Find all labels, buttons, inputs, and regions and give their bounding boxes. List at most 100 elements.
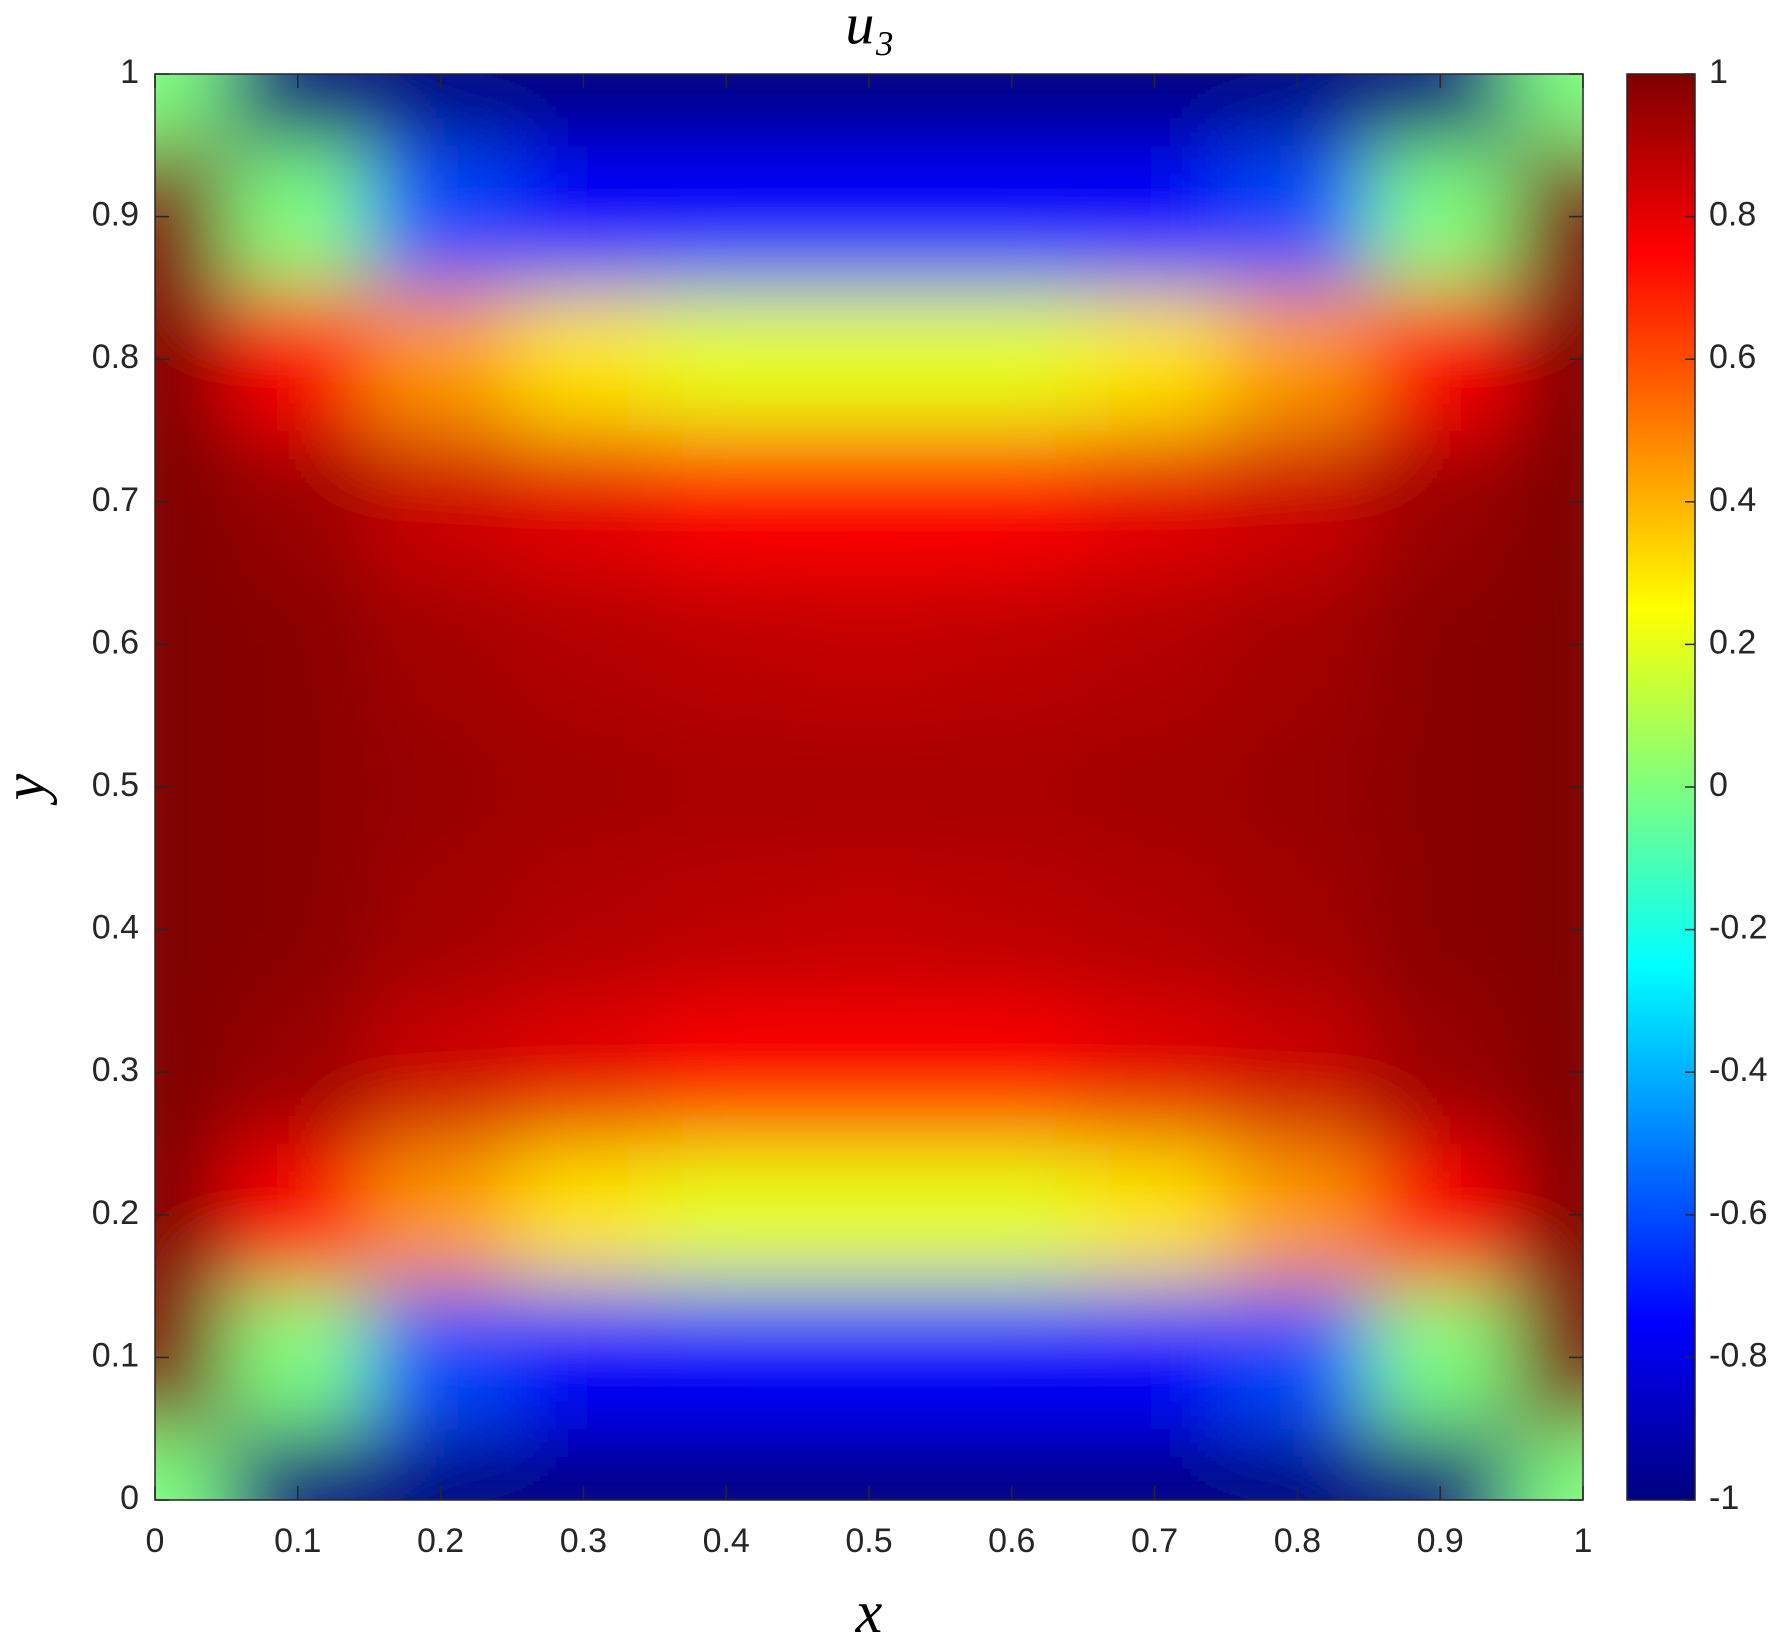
heatmap-cells xyxy=(155,74,1583,1500)
y-tick-label: 0.9 xyxy=(92,196,139,234)
heatmap-cell xyxy=(1226,145,1370,289)
y-tick-label: 0.8 xyxy=(92,338,139,376)
colorbar-tick-label: -1 xyxy=(1709,1479,1739,1517)
heatmap-cell xyxy=(369,858,513,1002)
plot-area xyxy=(155,74,1583,1500)
y-tick-label: 0.6 xyxy=(92,623,139,661)
colorbar-tick-label: -0.8 xyxy=(1709,1336,1768,1374)
heatmap-cell xyxy=(226,858,370,1002)
heatmap-cell xyxy=(797,1000,941,1144)
heatmap-cell xyxy=(1226,573,1370,717)
heatmap-cell xyxy=(226,715,370,859)
heatmap-cell xyxy=(1083,715,1227,859)
heatmap-cell xyxy=(369,1286,513,1430)
heatmap-cell xyxy=(1368,858,1513,1002)
heatmap-cell xyxy=(940,1143,1084,1287)
heatmap-cell xyxy=(797,715,941,859)
heatmap-cell xyxy=(226,430,370,574)
heatmap-cell xyxy=(1226,287,1370,431)
heatmap-cell xyxy=(940,1286,1084,1430)
colorbar-tick-label: -0.6 xyxy=(1709,1194,1768,1232)
heatmap-cell xyxy=(1226,858,1370,1002)
heatmap-cell xyxy=(512,573,656,717)
heatmap-cell xyxy=(1226,1000,1370,1144)
heatmap-cell xyxy=(797,430,941,574)
heatmap-cell xyxy=(1511,1428,1583,1500)
heatmap-cell xyxy=(1368,573,1513,717)
heatmap-cell xyxy=(797,858,941,1002)
heatmap-cell xyxy=(1368,287,1513,431)
heatmap-cell xyxy=(512,715,656,859)
heatmap-cell xyxy=(369,1000,513,1144)
heatmap-cell xyxy=(654,145,799,289)
chart-title: u₃ xyxy=(845,0,894,56)
y-tick-label: 0.3 xyxy=(92,1051,139,1089)
heatmap-cell xyxy=(654,1143,799,1287)
colorbar xyxy=(1627,74,1695,1500)
heatmap-cell xyxy=(654,858,799,1002)
heatmap-cell xyxy=(940,1000,1084,1144)
y-tick-label: 0.2 xyxy=(92,1194,139,1232)
heatmap-cell xyxy=(512,145,656,289)
heatmap-cell xyxy=(797,287,941,431)
heatmap-cell xyxy=(1083,1286,1227,1430)
colorbar-tick-label: 0 xyxy=(1709,766,1728,804)
x-tick-label: 0.9 xyxy=(1417,1522,1464,1560)
colorbar-tick-label: 1 xyxy=(1709,53,1728,91)
heatmap-cell xyxy=(1083,858,1227,1002)
heatmap-cell xyxy=(155,74,227,146)
heatmap-cell xyxy=(797,573,941,717)
x-tick-label: 0.1 xyxy=(274,1522,321,1560)
heatmap-cell xyxy=(1083,1143,1227,1287)
colorbar-tick-label: -0.4 xyxy=(1709,1051,1768,1089)
heatmap-cell xyxy=(654,430,799,574)
colorbar-tick-label: 0.2 xyxy=(1709,623,1756,661)
x-tick-label: 0.6 xyxy=(988,1522,1035,1560)
heatmap-cell xyxy=(226,573,370,717)
x-axis-label: x xyxy=(855,1579,883,1643)
heatmap-cell xyxy=(1083,145,1227,289)
heatmap-cell xyxy=(654,1286,799,1430)
heatmap-cell xyxy=(512,1000,656,1144)
heatmap-cell xyxy=(1226,715,1370,859)
heatmap-cell xyxy=(226,287,370,431)
x-tick-label: 0 xyxy=(146,1522,165,1560)
heatmap-cell xyxy=(512,287,656,431)
heatmap-cell xyxy=(654,715,799,859)
colorbar-tick-label: 0.8 xyxy=(1709,196,1756,234)
heatmap-cell xyxy=(369,573,513,717)
heatmap-cell xyxy=(226,1000,370,1144)
heatmap-cell xyxy=(654,287,799,431)
heatmap-cell xyxy=(226,1143,370,1287)
colorbar-tick-label: -0.2 xyxy=(1709,909,1768,947)
y-tick-label: 0.1 xyxy=(92,1336,139,1374)
heatmap-cell xyxy=(1368,430,1513,574)
y-tick-label: 0 xyxy=(120,1479,139,1517)
heatmap-cell xyxy=(512,1143,656,1287)
heatmap-cell xyxy=(797,1286,941,1430)
heatmap-cell xyxy=(940,430,1084,574)
heatmap-cell xyxy=(369,715,513,859)
heatmap-cell xyxy=(226,145,370,289)
heatmap-cell xyxy=(1226,1286,1370,1430)
heatmap-cell xyxy=(369,430,513,574)
heatmap-cell xyxy=(1368,1143,1513,1287)
heatmap-cell xyxy=(369,145,513,289)
heatmap-cell xyxy=(369,287,513,431)
y-axis-label: y xyxy=(0,773,57,806)
x-tick-label: 1 xyxy=(1574,1522,1593,1560)
heatmap-cell xyxy=(512,430,656,574)
heatmap-cell xyxy=(1226,1143,1370,1287)
colorbar-tick-label: 0.4 xyxy=(1709,481,1756,519)
heatmap-cell xyxy=(1083,287,1227,431)
heatmap-cell xyxy=(797,1143,941,1287)
heatmap-cell xyxy=(940,287,1084,431)
heatmap-cell xyxy=(1226,430,1370,574)
heatmap-cell xyxy=(1368,145,1513,289)
heatmap-cell xyxy=(1083,573,1227,717)
heatmap-cell xyxy=(512,858,656,1002)
heatmap-cell xyxy=(940,573,1084,717)
colorbar-tick-label: 0.6 xyxy=(1709,338,1756,376)
heatmap-cell xyxy=(654,573,799,717)
